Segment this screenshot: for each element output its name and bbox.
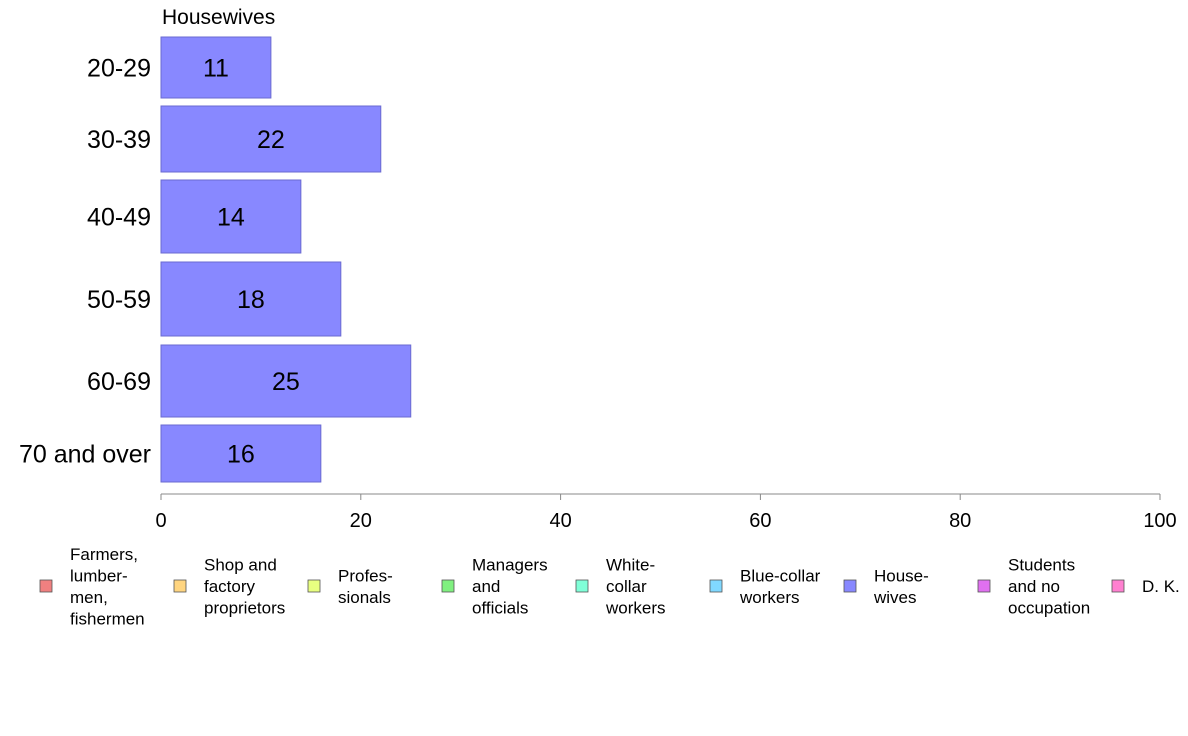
bar-group: 20-29 11 30-39 22 40-49 14 50-59 18 60-69 25 70 an… [19, 36, 412, 483]
x-tick-label: 20 [350, 510, 372, 532]
panel-title: Housewives [162, 6, 275, 29]
legend-label: fishermen [70, 609, 145, 628]
legend-swatch [173, 579, 187, 593]
category-label: 50-59 [87, 286, 151, 314]
legend-swatch [39, 579, 53, 593]
legend-label: and [472, 577, 500, 596]
category-label: 20-29 [87, 55, 151, 83]
x-tick-label: 40 [549, 510, 571, 532]
bar-40-49 [160, 179, 302, 254]
legend-item: Shop and factory proprietors [173, 556, 285, 618]
legend-label: factory [204, 577, 256, 596]
x-tick-label: 100 [1143, 510, 1176, 532]
category-label: 70 and over [19, 441, 151, 469]
legend-label: sionals [338, 588, 391, 607]
legend-item: Managers and officials [441, 556, 548, 618]
legend-swatch [843, 579, 857, 593]
legend-item: Blue-collar workers [709, 566, 821, 607]
legend-swatch [307, 579, 321, 593]
x-tick-label: 60 [749, 510, 771, 532]
legend-label: Students [1008, 556, 1075, 575]
legend-label: proprietors [204, 599, 285, 618]
bar-60-69 [160, 344, 412, 418]
bar-value-label: 25 [272, 368, 300, 396]
bar-value-label: 11 [203, 55, 229, 83]
x-tick-label: 0 [155, 510, 166, 532]
legend-label: White- [606, 556, 655, 575]
legend-label: officials [472, 599, 528, 618]
legend-swatch [441, 579, 455, 593]
legend-label: workers [739, 588, 800, 607]
legend-item: Students and no occupation [977, 556, 1090, 618]
legend-label: House- [874, 566, 929, 585]
bar-value-label: 14 [217, 204, 245, 232]
legend-item: Farmers, lumber-men, fishermen [39, 545, 145, 628]
legend-label: Shop and [204, 556, 277, 575]
legend-item: D. K. [1111, 577, 1180, 596]
legend-item: Profes-sionals [307, 566, 393, 607]
bar-30-39 [160, 105, 382, 173]
category-label: 60-69 [87, 368, 151, 396]
legend-swatch [575, 579, 589, 593]
legend-item: House-wives [843, 566, 929, 607]
category-label: 30-39 [87, 126, 151, 154]
legend-swatch [1111, 579, 1125, 593]
legend: Farmers, lumber-men, fishermen Shop and fact… [39, 545, 1180, 628]
bar-50-59 [160, 261, 342, 337]
legend-label: lumber- [70, 566, 128, 585]
bar-value-label: 18 [237, 286, 265, 314]
legend-swatch [977, 579, 991, 593]
legend-label: D. K. [1142, 577, 1180, 596]
legend-label: Blue-collar [740, 566, 821, 585]
legend-label: collar [606, 577, 647, 596]
legend-swatch [709, 579, 723, 593]
legend-label: and no [1008, 577, 1060, 596]
x-tick-label: 80 [949, 510, 971, 532]
category-label: 40-49 [87, 204, 151, 232]
legend-label: wives [873, 588, 917, 607]
bar-70-and-over [160, 424, 322, 483]
legend-label: workers [605, 599, 666, 618]
legend-label: Managers [472, 556, 548, 575]
bar-value-label: 16 [227, 441, 255, 469]
legend-item: White-collar workers [575, 556, 666, 618]
bar-value-label: 22 [257, 126, 285, 154]
legend-label: men, [70, 588, 108, 607]
legend-label: Farmers, [70, 545, 138, 564]
bar-20-29 [160, 36, 272, 99]
legend-label: Profes- [338, 566, 393, 585]
x-axis: 0 20 40 60 80 100 [155, 493, 1177, 532]
legend-label: occupation [1008, 599, 1090, 618]
